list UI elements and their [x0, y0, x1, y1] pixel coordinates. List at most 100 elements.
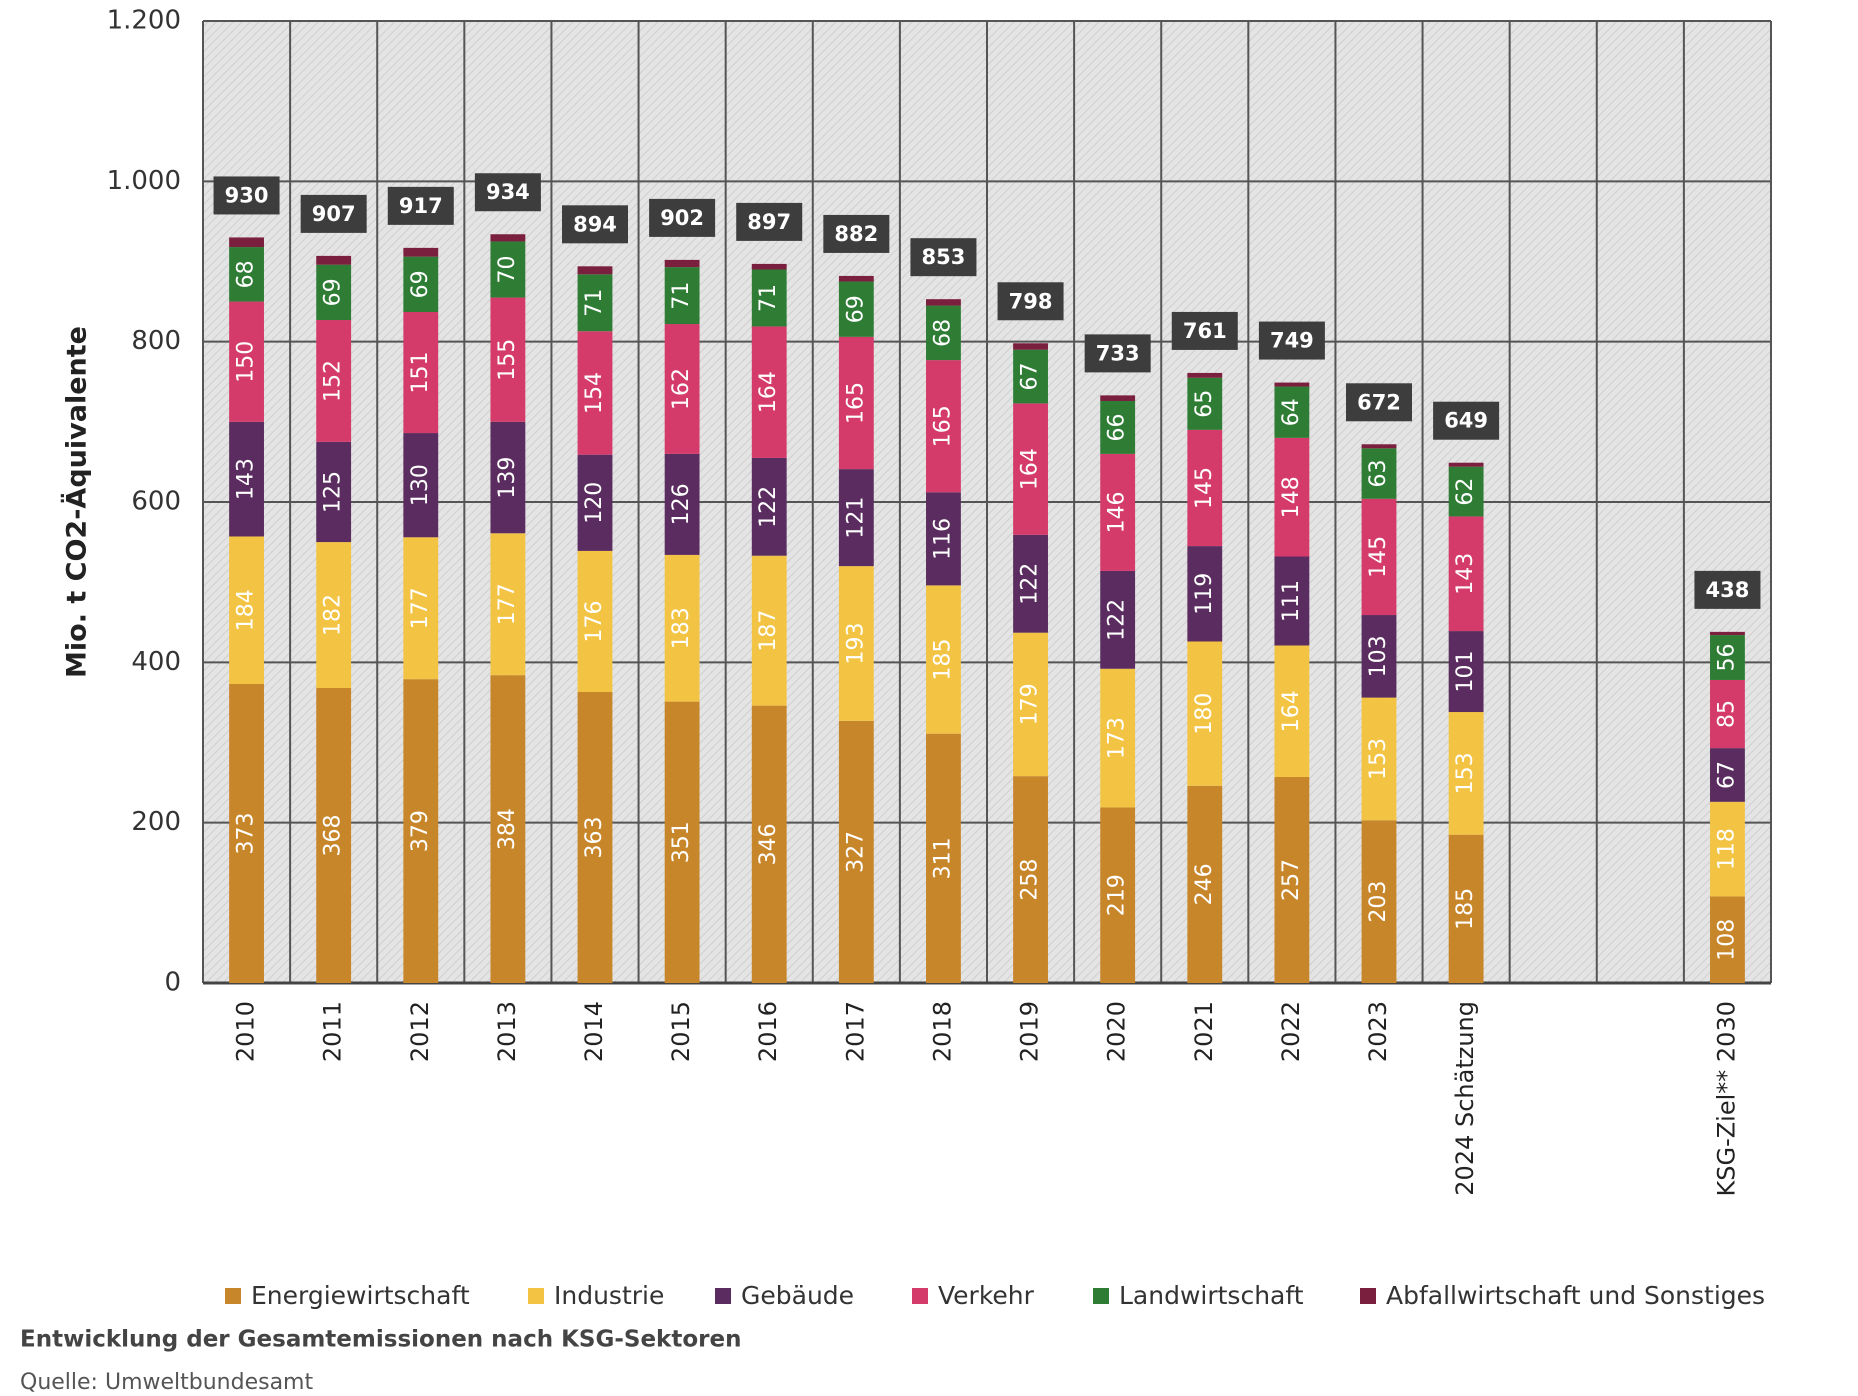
segment-label: 155	[495, 339, 520, 381]
bar-segment	[1361, 498, 1397, 616]
bar-segment	[490, 241, 526, 298]
segment-label: 193	[843, 622, 868, 664]
x-tick-label: 2010	[232, 1001, 260, 1062]
segment-label: 184	[234, 589, 259, 631]
segment-label: 65	[1192, 390, 1217, 418]
segment-label: 139	[495, 457, 520, 499]
segment-label: 143	[1453, 553, 1478, 595]
x-tick-label: 2021	[1190, 1001, 1218, 1062]
segment-label: 373	[234, 812, 259, 854]
segment-label: 173	[1105, 717, 1130, 759]
bar-segment	[229, 536, 264, 684]
bar-segment	[1274, 556, 1310, 646]
bar-segment	[577, 550, 613, 692]
segment-label: 346	[756, 823, 781, 865]
total-label: 749	[1270, 329, 1314, 353]
segment-label: 164	[1018, 448, 1043, 490]
bar-segment	[926, 360, 961, 493]
bar-segment	[664, 453, 700, 555]
segment-label: 165	[930, 405, 955, 447]
segment-label: 185	[930, 639, 955, 681]
segment-label: 56	[1714, 644, 1739, 672]
caption: Entwicklung der Gesamtemissionen nach KS…	[20, 1327, 741, 1353]
x-tick-label: 2023	[1364, 1001, 1392, 1062]
segment-label: 150	[234, 341, 259, 383]
segment-label: 219	[1105, 874, 1130, 916]
bar-segment	[1100, 453, 1136, 571]
segment-label: 108	[1714, 919, 1739, 961]
bar-segment	[1187, 546, 1223, 642]
y-tick-label: 400	[131, 647, 181, 677]
segment-label: 203	[1366, 881, 1391, 923]
total-label: 853	[922, 245, 966, 269]
bar-segment	[316, 441, 352, 543]
x-tick-label: 2014	[580, 1001, 608, 1062]
total-box	[1694, 570, 1761, 609]
segment-label: 187	[756, 610, 781, 652]
x-tick-label: 2017	[841, 1001, 869, 1062]
segment-label: 177	[408, 587, 433, 629]
segment-label: 68	[930, 319, 955, 347]
x-tick-label: 2018	[928, 1001, 956, 1062]
segment-label: 165	[843, 382, 868, 424]
segment-label: 63	[1366, 460, 1391, 488]
bar-segment	[1100, 570, 1136, 669]
bar-segment	[751, 326, 787, 458]
bar-segment	[751, 555, 787, 706]
bar-segment	[926, 492, 961, 586]
segment-label: 121	[843, 497, 868, 539]
segment-label: 384	[495, 808, 520, 850]
y-tick-label: 1.200	[107, 6, 181, 36]
bar-segment	[1100, 807, 1136, 983]
y-tick-label: 600	[131, 487, 181, 517]
segment-label: 162	[669, 368, 694, 410]
total-box	[736, 202, 803, 241]
legend-swatch	[528, 1288, 544, 1304]
total-label: 798	[1009, 289, 1053, 313]
segment-label: 246	[1192, 863, 1217, 905]
bar-segment	[664, 554, 700, 702]
total-label: 733	[1096, 341, 1140, 365]
total-label: 934	[486, 180, 530, 204]
segment-label: 351	[669, 821, 694, 863]
legend-swatch	[1360, 1288, 1376, 1304]
total-label: 672	[1357, 390, 1401, 414]
segment-label: 146	[1105, 491, 1130, 533]
segment-label: 122	[756, 486, 781, 528]
bar-segment	[403, 247, 439, 257]
bar-segment	[838, 281, 874, 337]
bar-segment	[229, 247, 264, 302]
segment-label: 122	[1018, 563, 1043, 605]
segment-label: 183	[669, 607, 694, 649]
bar-segment	[1361, 615, 1397, 698]
x-tick-label: 2022	[1277, 1001, 1305, 1062]
bar-segment	[1361, 820, 1397, 983]
bar-segment	[316, 320, 352, 442]
total-label: 917	[399, 194, 443, 218]
bar-segment	[316, 255, 352, 265]
x-tick-label: 2024 Schätzung	[1451, 1001, 1479, 1196]
bar-segment	[577, 274, 613, 332]
total-label: 907	[312, 202, 356, 226]
total-box	[387, 186, 454, 225]
bar-segment	[490, 234, 526, 242]
bar-segment	[838, 469, 874, 567]
x-tick-label: 2013	[493, 1001, 521, 1062]
bar-segment	[229, 683, 264, 983]
total-box	[1171, 311, 1238, 350]
segment-label: 148	[1279, 476, 1304, 518]
y-tick-label: 800	[131, 326, 181, 356]
bar-segment	[838, 720, 874, 983]
bar-segment	[490, 297, 526, 422]
x-tick-label: 2016	[754, 1001, 782, 1062]
x-tick-label: 2011	[319, 1001, 347, 1062]
bar-segment	[1187, 377, 1223, 430]
segment-label: 182	[321, 594, 346, 636]
total-box	[213, 176, 280, 215]
bar-segment	[1100, 395, 1136, 401]
segment-label: 119	[1192, 573, 1217, 615]
segment-label: 151	[408, 352, 433, 394]
segment-label: 103	[1366, 635, 1391, 677]
bar-segment	[1187, 372, 1223, 378]
